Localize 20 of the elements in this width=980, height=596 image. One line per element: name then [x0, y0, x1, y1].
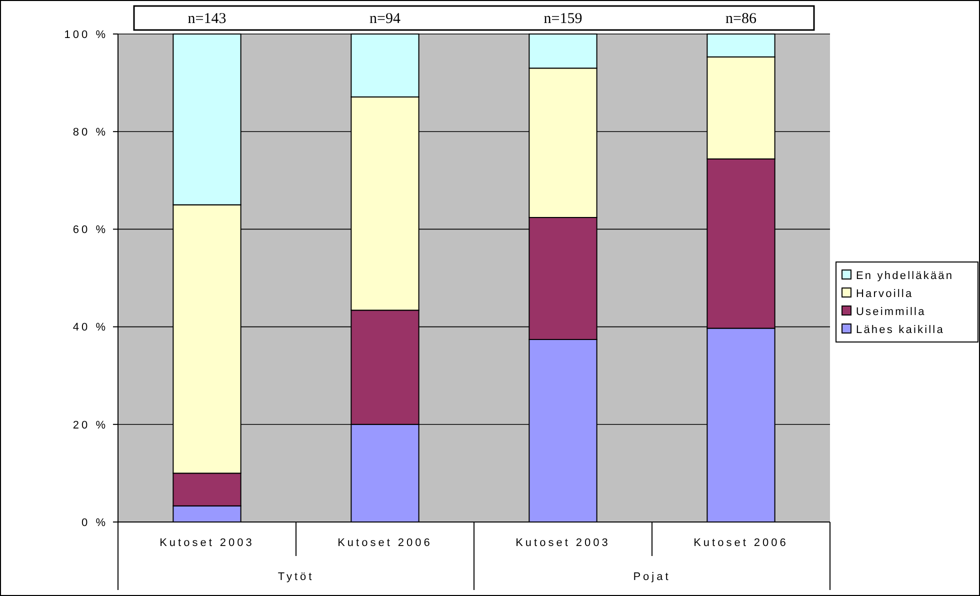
text: n=86: [726, 11, 757, 27]
legend-label: Harvoilla: [856, 288, 914, 300]
legend-label: En yhdelläkään: [856, 270, 954, 282]
y-tick-label: 100 %: [64, 28, 108, 41]
x-tick-label: Kutoset 2003: [516, 537, 610, 549]
y-tick-label: 20 %: [72, 419, 108, 432]
x-tick-label: Kutoset 2006: [338, 537, 432, 549]
legend-label: Lähes kaikilla: [856, 324, 944, 336]
text: Tytöt: [278, 571, 314, 583]
x-tick-label: Kutoset 2006: [694, 537, 788, 549]
y-tick-label: 60 %: [72, 224, 108, 236]
y-tick-label: 80 %: [72, 126, 108, 138]
text: Pojat: [633, 571, 671, 583]
text: n=94: [370, 11, 401, 27]
y-tick-label: 40 %: [72, 322, 108, 334]
y-tick-label: 0 %: [82, 516, 108, 529]
text: n=159: [544, 11, 582, 27]
legend-label: Useimmilla: [856, 306, 926, 318]
x-tick-label: Kutoset 2003: [160, 537, 254, 549]
text: n=143: [188, 11, 226, 27]
